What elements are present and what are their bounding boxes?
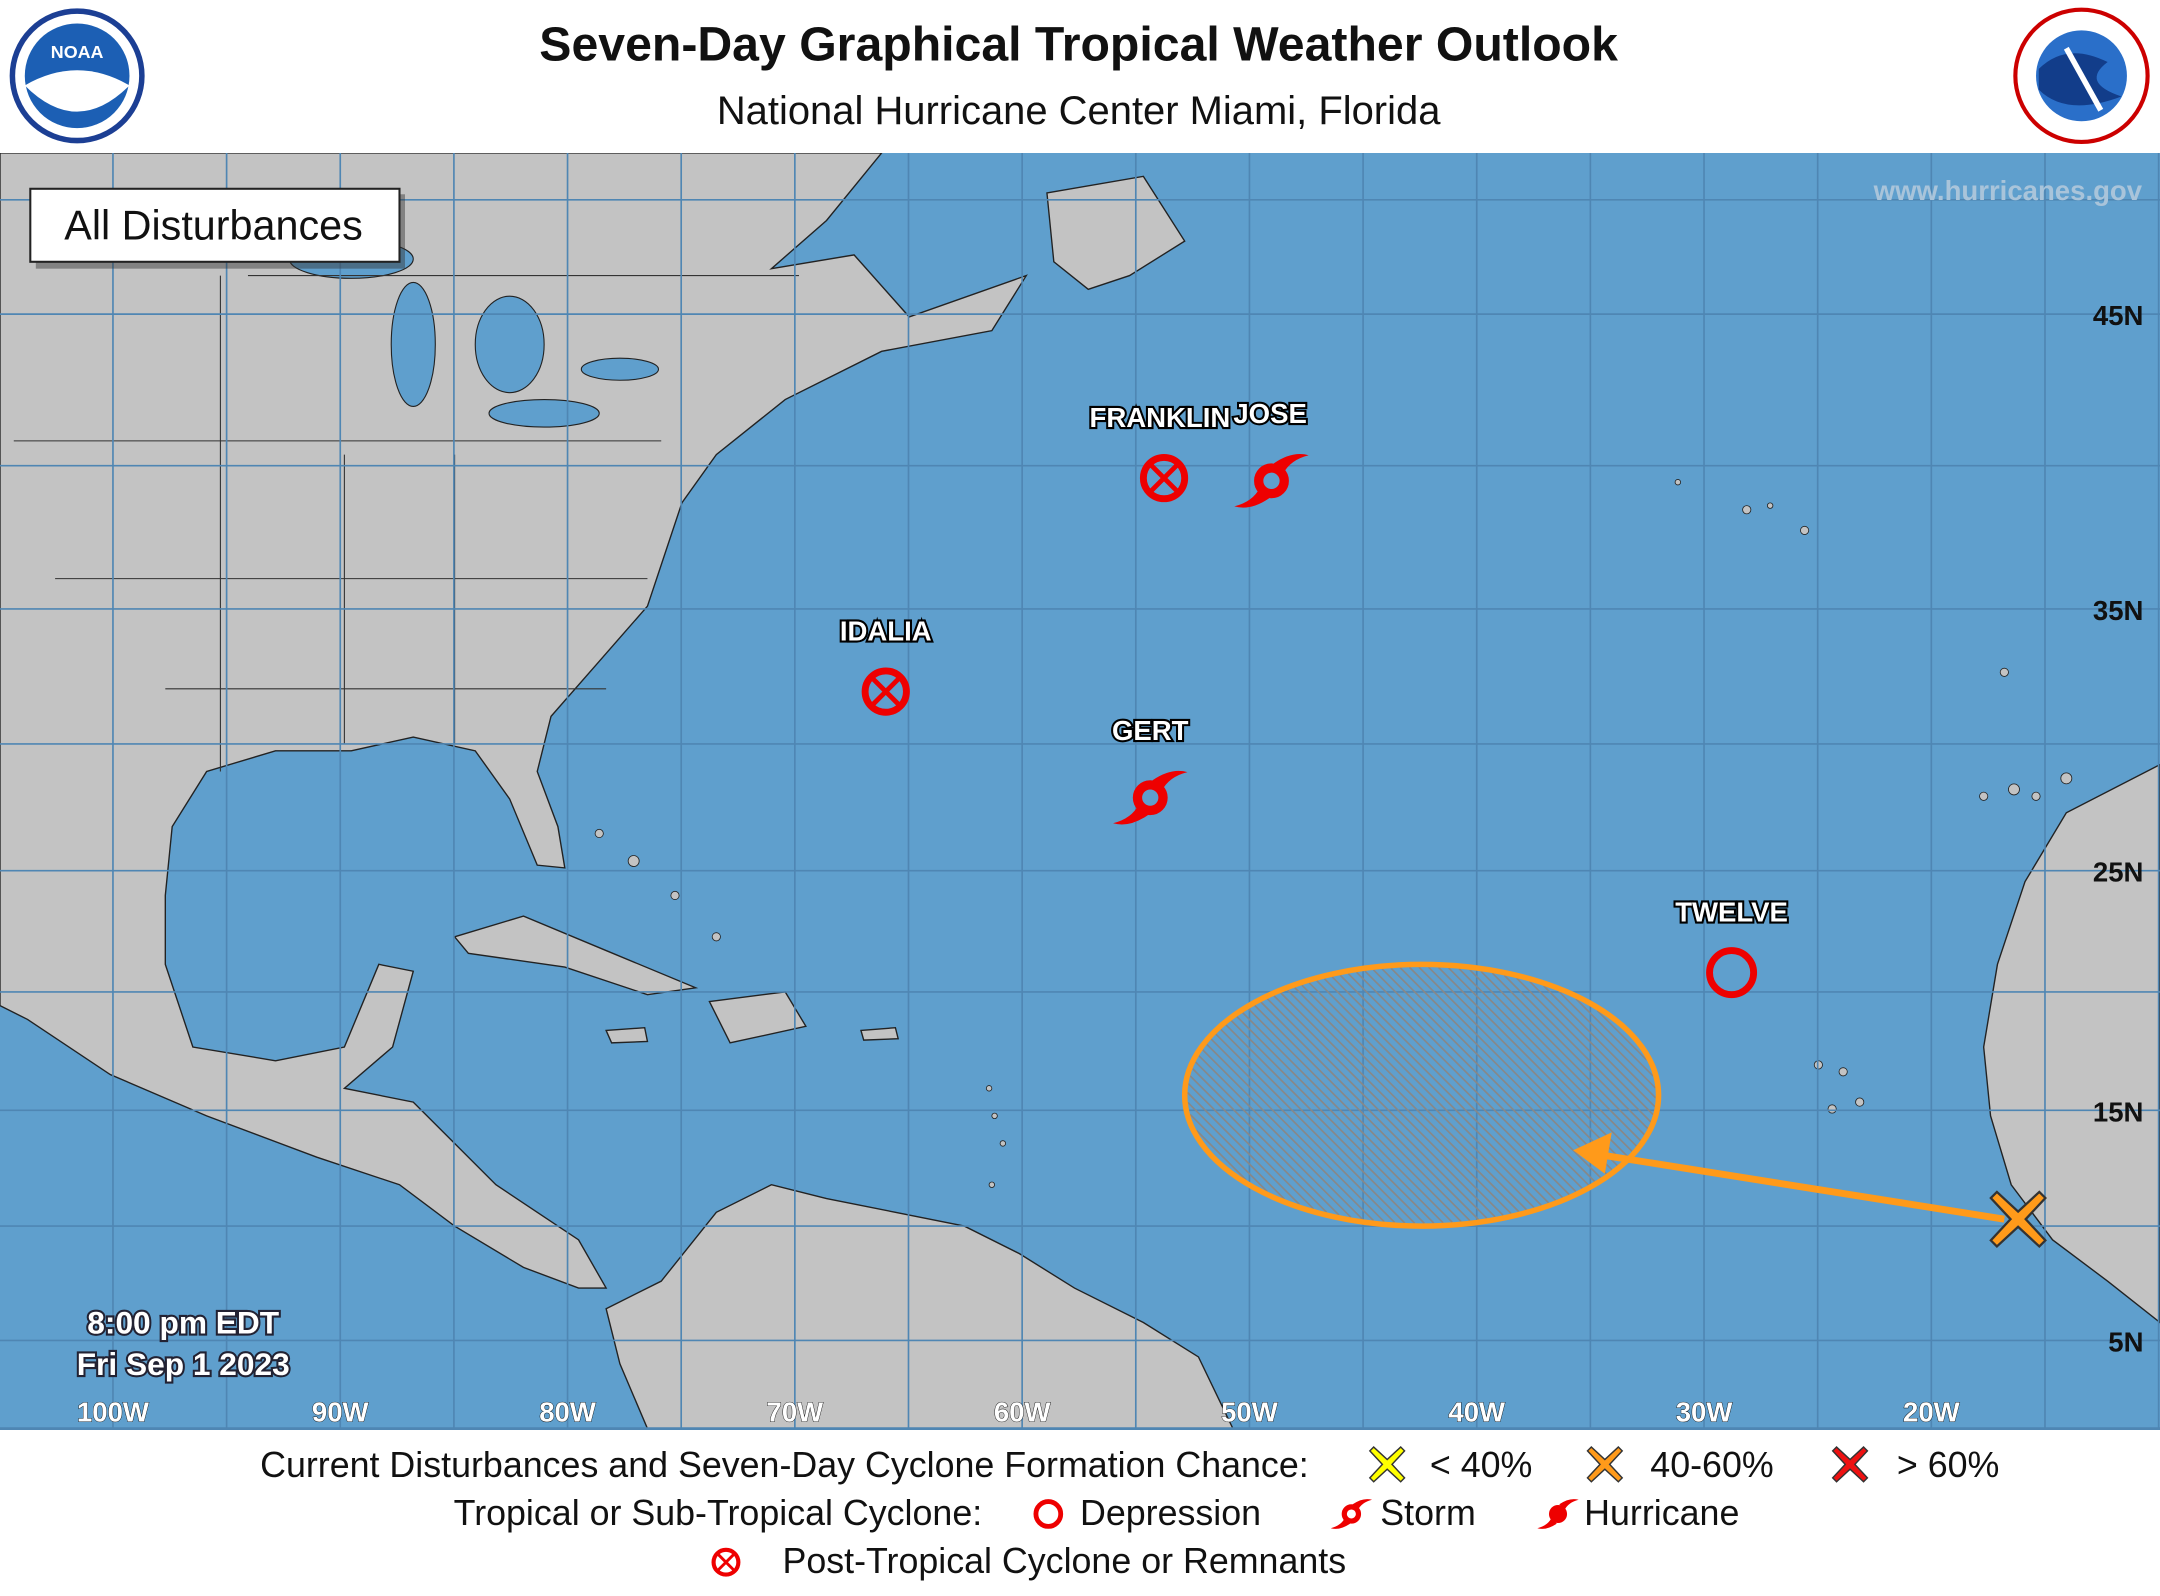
page-subtitle: National Hurricane Center Miami, Florida — [717, 89, 1441, 133]
cyclone-idalia[interactable]: IDALIA — [838, 614, 934, 713]
disturbance-area[interactable] — [1181, 961, 1662, 1229]
view-label-box[interactable]: All Disturbances — [29, 187, 406, 269]
map[interactable]: FRANKLIN JOSE IDALIA GERT TWELVE All Dis… — [0, 152, 2160, 1429]
svg-text:TWELVE: TWELVE — [1675, 897, 1788, 928]
longitude-labels: 100W 90W 80W 70W 60W 50W 40W 30W 20W — [77, 1396, 1960, 1428]
legend-cyclone-label: Tropical or Sub-Tropical Cyclone: — [454, 1493, 983, 1533]
latitude-label: 45N — [2093, 300, 2144, 331]
hispaniola — [708, 991, 807, 1044]
cyclone-twelve[interactable]: TWELVE — [1673, 895, 1790, 999]
legend-post-tropical: Post-Tropical Cyclone or Remnants — [782, 1541, 1346, 1581]
post-tropical-icon — [714, 1550, 739, 1575]
hurricane-icon — [1537, 1499, 1579, 1529]
graticule — [0, 152, 2160, 1429]
legend-depression: Depression — [1080, 1493, 1261, 1533]
newfoundland — [1046, 175, 1186, 291]
svg-text:JOSE: JOSE — [1233, 398, 1306, 429]
longitude-label: 80W — [539, 1397, 596, 1428]
issue-date: Fri Sep 1 2023 — [77, 1346, 290, 1382]
legend-hurricane: Hurricane — [1584, 1493, 1739, 1533]
longitude-label: 70W — [767, 1397, 824, 1428]
latitude-label: 15N — [2093, 1096, 2144, 1127]
view-label: All Disturbances — [64, 203, 363, 249]
legend-formation-label: Current Disturbances and Seven-Day Cyclo… — [260, 1445, 1309, 1485]
north-america — [0, 152, 1028, 1289]
longitude-label: 50W — [1221, 1397, 1278, 1428]
page-title: Seven-Day Graphical Tropical Weather Out… — [539, 18, 1618, 72]
longitude-label: 100W — [77, 1397, 149, 1428]
orange-x-icon — [1586, 1446, 1623, 1483]
longitude-label: 20W — [1903, 1397, 1960, 1428]
red-x-icon — [1831, 1446, 1869, 1483]
latitude-labels: 45N 35N 25N 15N 5N — [2093, 300, 2144, 1357]
longitude-label: 30W — [1676, 1397, 1733, 1428]
latitude-label: 5N — [2108, 1326, 2143, 1357]
disturbance-track-arrow — [1573, 1132, 2005, 1223]
land — [0, 152, 2160, 1429]
legend-low: < 40% — [1430, 1445, 1533, 1485]
longitude-label: 60W — [994, 1397, 1051, 1428]
watermark: www.hurricanes.gov — [1873, 175, 2143, 206]
latitude-label: 25N — [2093, 857, 2144, 888]
jamaica — [605, 1026, 649, 1044]
yellow-x-icon — [1369, 1446, 1406, 1483]
south-america — [605, 1184, 1234, 1429]
cyclone-gert[interactable]: GERT — [1110, 713, 1191, 825]
longitude-label: 40W — [1448, 1397, 1505, 1428]
latitude-label: 35N — [2093, 595, 2144, 626]
svg-text:IDALIA: IDALIA — [840, 616, 932, 647]
noaa-logo: NOAA — [9, 8, 145, 144]
storm-icon — [1331, 1499, 1372, 1529]
africa — [1982, 763, 2160, 1324]
svg-text:NOAA: NOAA — [51, 42, 104, 62]
legend: Current Disturbances and Seven-Day Cyclo… — [260, 1445, 1999, 1581]
legend-medium: 40-60% — [1650, 1445, 1773, 1485]
legend-high: > 60% — [1897, 1445, 2000, 1485]
puerto-rico — [860, 1026, 900, 1041]
issue-time: 8:00 pm EDT — [87, 1305, 279, 1341]
header: NOAA Seven-Day Graphical Tropical Weathe… — [9, 7, 2150, 145]
depression-icon — [1033, 1499, 1064, 1529]
cyclone-jose[interactable]: JOSE — [1231, 396, 1309, 508]
legend-storm: Storm — [1380, 1493, 1475, 1533]
svg-text:FRANKLIN: FRANKLIN — [1090, 402, 1231, 433]
nws-logo — [2013, 7, 2150, 145]
longitude-label: 90W — [312, 1397, 369, 1428]
depression-icon — [1706, 947, 1758, 999]
cyclone-franklin[interactable]: FRANKLIN — [1087, 400, 1232, 499]
svg-text:GERT: GERT — [1112, 715, 1189, 746]
